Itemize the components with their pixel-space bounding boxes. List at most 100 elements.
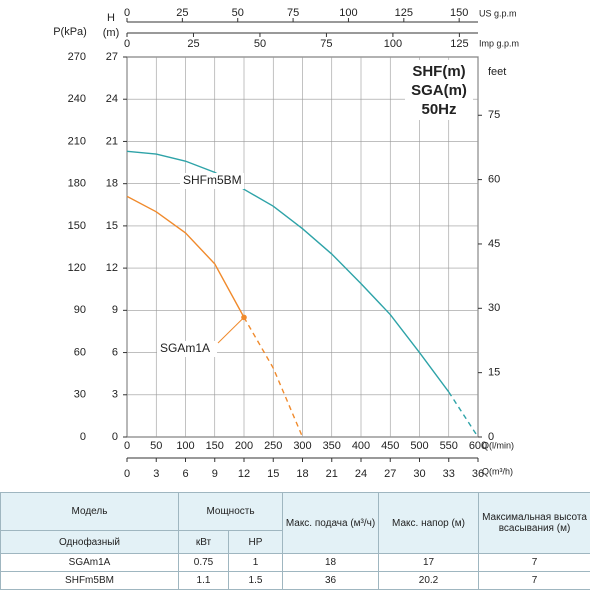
x-tick-label: 50 — [150, 440, 162, 452]
y-tick-label: 24 — [106, 93, 118, 105]
series-label: SGAm1A — [160, 341, 210, 355]
axis-tick-label: 150 — [450, 7, 468, 19]
axis-tick-label: 0 — [124, 38, 130, 50]
x-tick-label: 350 — [323, 440, 341, 452]
axis-tick-label: 125 — [450, 38, 468, 50]
x-tick-label: 100 — [176, 440, 194, 452]
axis-tick-label: 50 — [232, 7, 244, 19]
header: Модель — [0, 492, 179, 531]
axis-tick-label: 25 — [187, 38, 199, 50]
cell: 17 — [378, 553, 480, 572]
axis-tick-label: 21 — [326, 468, 338, 480]
p-tick-label: 180 — [68, 178, 86, 190]
axis-tick-label: 75 — [287, 7, 299, 19]
x-tick-label: 500 — [410, 440, 428, 452]
y-tick-label: 15 — [106, 220, 118, 232]
series-label: SHFm5BM — [183, 173, 242, 187]
y-tick-label: 0 — [112, 431, 118, 443]
feet-tick-label: 15 — [488, 367, 500, 379]
p-tick-label: 150 — [68, 220, 86, 232]
x-tick-label: 450 — [381, 440, 399, 452]
series-line — [243, 317, 304, 438]
feet-tick-label: 75 — [488, 109, 500, 121]
imp-gpm-label: Imp g.p.m — [479, 38, 519, 48]
axis-tick-label: 36 — [472, 468, 484, 480]
x-tick-label: 150 — [206, 440, 224, 452]
header: Макс. напор (м) — [378, 492, 480, 554]
x-axis-label: Q(l/min) — [482, 440, 514, 450]
p-tick-label: 270 — [68, 51, 86, 63]
y-tick-label: 18 — [106, 178, 118, 190]
cell: 18 — [282, 553, 380, 572]
axis-tick-label: 6 — [182, 468, 188, 480]
axis-tick-label: 3 — [153, 468, 159, 480]
x-tick-label: 300 — [293, 440, 311, 452]
cell: SHFm5BM — [0, 571, 179, 590]
axis-tick-label: 100 — [339, 7, 357, 19]
x-tick-label: 400 — [352, 440, 370, 452]
header: Максимальная высота всасывания (м) — [478, 492, 590, 554]
legend-box-line: SHF(m) — [412, 63, 465, 80]
chart: P(kPa) H (m) US g.p.m Imp g.p.m feet Q(l… — [53, 7, 519, 480]
feet-tick-label: 45 — [488, 238, 500, 250]
y-tick-label: 12 — [106, 262, 118, 274]
y-tick-label: 21 — [106, 135, 118, 147]
h-axis-label: H — [107, 12, 115, 24]
series-line — [126, 150, 450, 393]
axis-tick-label: 125 — [395, 7, 413, 19]
axis-tick-label: 100 — [384, 38, 402, 50]
p-axis-label: P(kPa) — [53, 26, 87, 38]
axis-tick-label: 33 — [443, 468, 455, 480]
cell: 0.75 — [178, 553, 229, 572]
p-tick-label: 30 — [74, 389, 86, 401]
h-unit-label: (m) — [103, 27, 120, 39]
x-tick-label: 550 — [440, 440, 458, 452]
subheader: кВт — [178, 530, 229, 554]
p-tick-label: 210 — [68, 135, 86, 147]
p-tick-label: 90 — [74, 304, 86, 316]
y-tick-label: 3 — [112, 389, 118, 401]
spec-table: Модель Мощность Макс. подача (м³/ч) Макс. н… — [0, 492, 590, 590]
axis-tick-label: 24 — [355, 468, 367, 480]
y-tick-label: 6 — [112, 346, 118, 358]
x-tick-label: 200 — [235, 440, 253, 452]
cell: 1 — [227, 553, 284, 572]
axis-tick-label: 12 — [238, 468, 250, 480]
legend-box-line: SGA(m) — [411, 82, 467, 99]
feet-tick-label: 60 — [488, 174, 500, 186]
x-tick-label: 600 — [469, 440, 487, 452]
subheader: Однофазный — [0, 530, 179, 554]
cell: 7 — [478, 553, 590, 572]
axis-tick-label: 9 — [212, 468, 218, 480]
p-tick-label: 60 — [74, 346, 86, 358]
legend-box — [405, 60, 473, 120]
leader-line — [217, 317, 245, 344]
feet-tick-label: 30 — [488, 302, 500, 314]
axis-tick-label: 50 — [254, 38, 266, 50]
axis-tick-label: 18 — [296, 468, 308, 480]
us-gpm-label: US g.p.m — [479, 8, 517, 18]
axis-tick-label: 75 — [320, 38, 332, 50]
p-tick-label: 240 — [68, 93, 86, 105]
y-tick-label: 9 — [112, 304, 118, 316]
axis-tick-label: 0 — [124, 468, 130, 480]
cell: 1.5 — [227, 571, 284, 590]
cell: 1.1 — [178, 571, 229, 590]
y-tick-label: 27 — [106, 51, 118, 63]
cell: 7 — [478, 571, 590, 590]
m3h-label: Q(m³/h) — [482, 466, 513, 476]
feet-tick-label: 0 — [488, 431, 494, 443]
axis-tick-label: 27 — [384, 468, 396, 480]
cell: 36 — [282, 571, 380, 590]
axis-tick-label: 15 — [267, 468, 279, 480]
x-tick-label: 250 — [264, 440, 282, 452]
cell: 20.2 — [378, 571, 480, 590]
subheader: HP — [227, 530, 284, 554]
series-line — [448, 391, 479, 438]
axis-tick-label: 25 — [176, 7, 188, 19]
axis-tick-label: 30 — [413, 468, 425, 480]
feet-label: feet — [488, 66, 506, 78]
p-tick-label: 0 — [80, 431, 86, 443]
series-line — [126, 195, 245, 318]
